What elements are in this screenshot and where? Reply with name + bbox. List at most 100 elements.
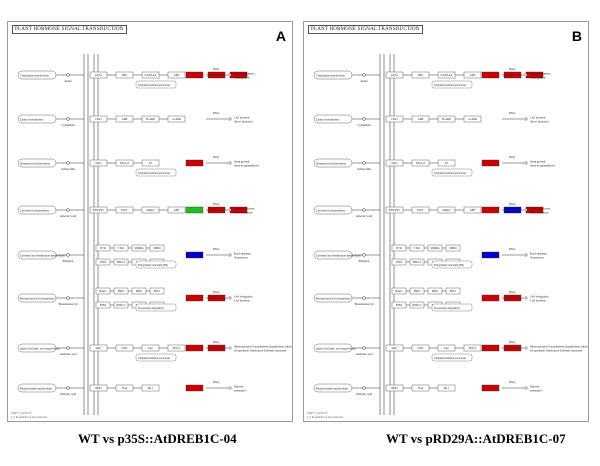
response-node	[524, 117, 528, 121]
response-label: Disease	[234, 385, 244, 389]
gene-label: TGA	[122, 387, 128, 390]
gene-label: BSU1	[450, 290, 457, 293]
gene-label: BAK1	[99, 290, 107, 293]
dna-label: DNA	[213, 291, 219, 294]
response-label: Cell division	[530, 299, 546, 303]
compound-node	[66, 346, 70, 350]
gene-label: SnRK2	[442, 209, 451, 212]
gene-label: BIN2	[396, 304, 403, 307]
gene-label: PP2C	[417, 209, 424, 212]
process-label: Proteasomal degradation	[138, 307, 164, 310]
compound-node	[66, 161, 70, 165]
compound-node	[66, 117, 70, 121]
gene-label: CTR1	[414, 247, 421, 250]
gene-label: BKI1	[136, 290, 143, 293]
dna-label: DNA	[509, 381, 515, 384]
gene-label: EBF1/2	[117, 261, 126, 264]
target-gene-down	[185, 251, 204, 259]
gene-label: ETR	[396, 247, 401, 250]
pathway-diagram-b: Tryptophan metabolism Auxin AUX1 TIR1 AUX/IA…	[313, 54, 588, 415]
footer-line-2: (c) Kanehisa Laboratories	[11, 415, 48, 419]
pathway-label: Diterpenoid biosynthesis	[316, 161, 347, 165]
compound-label: Abscisic acid	[60, 214, 77, 218]
compound-node	[362, 296, 366, 300]
compound-node	[362, 73, 366, 77]
response-label: Fruit ripening	[530, 252, 547, 256]
gene-label: CRE1	[95, 118, 102, 121]
footer-line-1: 04075 12/8/13	[11, 411, 32, 415]
pathway-label: Zeatin biosynthesis	[316, 117, 340, 121]
target-gene-up	[481, 344, 500, 352]
response-node	[524, 253, 528, 257]
compound-node	[362, 386, 366, 390]
dna-label: DNA	[509, 156, 515, 159]
response-label: Stomatal closure	[234, 207, 255, 211]
dna-label: DNA	[509, 341, 515, 344]
response-label: Fruit ripening	[234, 252, 251, 256]
process-box	[135, 353, 177, 362]
gene-label: AUX1	[95, 74, 103, 77]
pathway-label: Tryptophan metabolism	[316, 73, 345, 77]
response-label: Cell division	[234, 299, 250, 303]
gene-label: MYC2	[469, 347, 477, 350]
target-gene-mixed	[185, 206, 204, 214]
gene-label: AUX/IAA	[145, 74, 157, 77]
gene-label: CTR1	[118, 247, 125, 250]
pathway-diagram-a: Tryptophan metabolism Auxin AUX1 TIR1 AUX/IA…	[17, 54, 292, 415]
gene-label: GID1	[95, 162, 102, 165]
compound-label: Auxin	[360, 79, 368, 83]
footer-line-2: (c) Kanehisa Laboratories	[307, 415, 344, 419]
response-node	[524, 386, 528, 390]
dna-label: DNA	[213, 112, 219, 115]
response-node	[228, 161, 232, 165]
target-gene-up	[481, 159, 500, 167]
gene-label: PP2C	[121, 209, 128, 212]
pathway-label: Diterpenoid biosynthesis	[20, 161, 51, 165]
compound-label: Salicylic acid	[60, 392, 77, 396]
caption-b: WT vs pRD29A::AtDREB1C-07	[386, 431, 566, 446]
gene-label: ABF	[470, 209, 476, 212]
gene-label: B-ARR	[146, 118, 155, 121]
process-label: Ubiquitin mediated proteolysis	[138, 357, 170, 360]
response-label: Cell division	[234, 116, 250, 120]
compound-label: Jasmonic acid	[356, 352, 373, 356]
pathway-label: Phenylalanine metabolism	[20, 386, 52, 390]
panel-title: PLANT HORMONE SIGNAL TRANSDUCTION	[308, 25, 423, 34]
compound-label: Gibberellin	[61, 167, 75, 171]
gene-label: EIN2	[100, 261, 107, 264]
process-label: Ubiquitin mediated proteolysis	[138, 172, 170, 175]
gene-label: BZR1/2	[116, 304, 126, 307]
gene-label: CRE1	[391, 118, 398, 121]
response-node	[228, 253, 232, 257]
gene-label: PYR/PYL	[389, 209, 401, 212]
response-label: Plant growth	[234, 76, 250, 80]
pathway-label: Brassinosteroid biosynthesis	[316, 296, 351, 300]
response-label: Plant growth	[530, 76, 546, 80]
response-label: Stem growth	[234, 160, 250, 164]
response-label: Cell enlargement	[530, 72, 551, 76]
pathway-label: Cysteine and methionine metabolism	[316, 253, 361, 257]
gene-label: JAZ	[148, 347, 153, 350]
compound-node	[362, 346, 366, 350]
gene-label: MYC2	[173, 347, 181, 350]
compound-node	[66, 386, 70, 390]
compound-node	[362, 253, 366, 257]
dna-label: DNA	[509, 68, 515, 71]
response-label: resistance	[530, 389, 542, 393]
target-gene-up	[481, 294, 500, 302]
response-node	[228, 208, 232, 212]
gene-label: PR-1	[148, 387, 154, 390]
gene-label: TIR1	[122, 74, 129, 77]
panel-letter: B	[571, 28, 582, 44]
target-gene-up	[185, 159, 204, 167]
gene-label: AUX/IAA	[441, 74, 453, 77]
response-label: Shoot initiation	[234, 120, 253, 124]
response-label: Shoot initiation	[530, 120, 549, 124]
gene-label: BRI1	[414, 290, 421, 293]
compound-label: Ethylene	[359, 259, 370, 263]
target-gene-up	[481, 384, 500, 392]
response-label: Seed dormancy	[530, 211, 549, 215]
target-gene-up	[185, 294, 204, 302]
response-label: Cell elongation	[234, 295, 253, 299]
gene-label: TF	[149, 162, 153, 165]
